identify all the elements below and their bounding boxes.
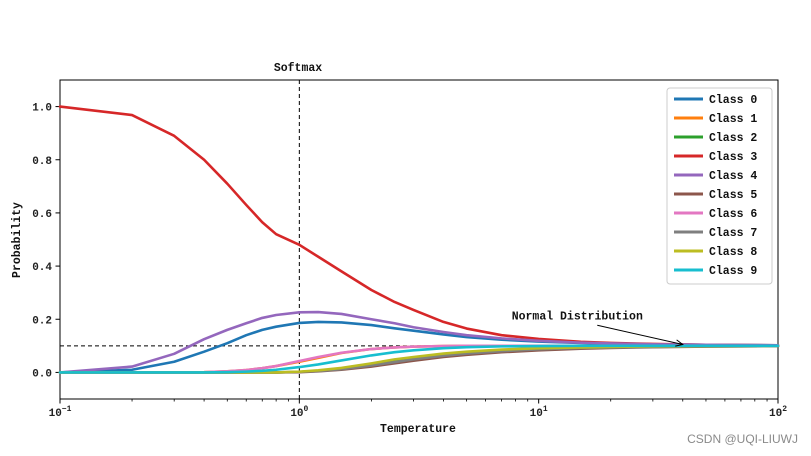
legend: Class 0 Class 1 Class 2 Class 3 Class 4 Class… [666,87,773,285]
annotation-arrow-shaft [597,324,683,345]
axes-frame [59,79,779,400]
series-line-class-9 [58,344,780,374]
x-minor-ticks [131,399,768,402]
watermark-text: CSDN @UQI-LIUWJ [687,432,798,446]
y-tick-label-4: 0.8 [32,156,52,168]
plot-area: 10−1 100 101 102 0.0 0.2 0.4 0.6 0.8 1.0 Normal Di… [32,79,787,420]
x-tick-label-2: 101 [530,405,548,420]
y-tick-label-0: 0.0 [32,368,52,380]
legend-label-0: Class 0 [709,94,757,107]
legend-label-6: Class 6 [709,208,757,221]
legend-label-4: Class 4 [709,170,757,183]
x-axis-label: Temperature [380,423,456,436]
legend-label-9: Class 9 [709,265,757,278]
annotation-text: Normal Distribution [512,310,643,323]
series-lines [58,105,780,374]
legend-label-5: Class 5 [709,189,757,202]
legend-label-8: Class 8 [709,246,757,259]
legend-label-2: Class 2 [709,132,757,145]
x-tick-label-1: 100 [290,405,308,420]
legend-label-3: Class 3 [709,151,757,164]
y-tick-label-1: 0.2 [32,315,52,327]
x-tick-label-3: 102 [769,405,787,420]
legend-label-1: Class 1 [709,113,757,126]
y-tick-label-2: 0.4 [32,262,52,274]
y-axis-label: Probability [11,202,24,278]
legend-label-7: Class 7 [709,227,757,240]
y-tick-label-5: 1.0 [32,103,52,115]
chart-title: Softmax [274,62,322,75]
series-line-class-4 [58,310,780,374]
x-tick-label-0: 10−1 [49,405,72,420]
annotation-arrow-head [675,339,684,347]
y-tick-label-3: 0.6 [32,209,52,221]
